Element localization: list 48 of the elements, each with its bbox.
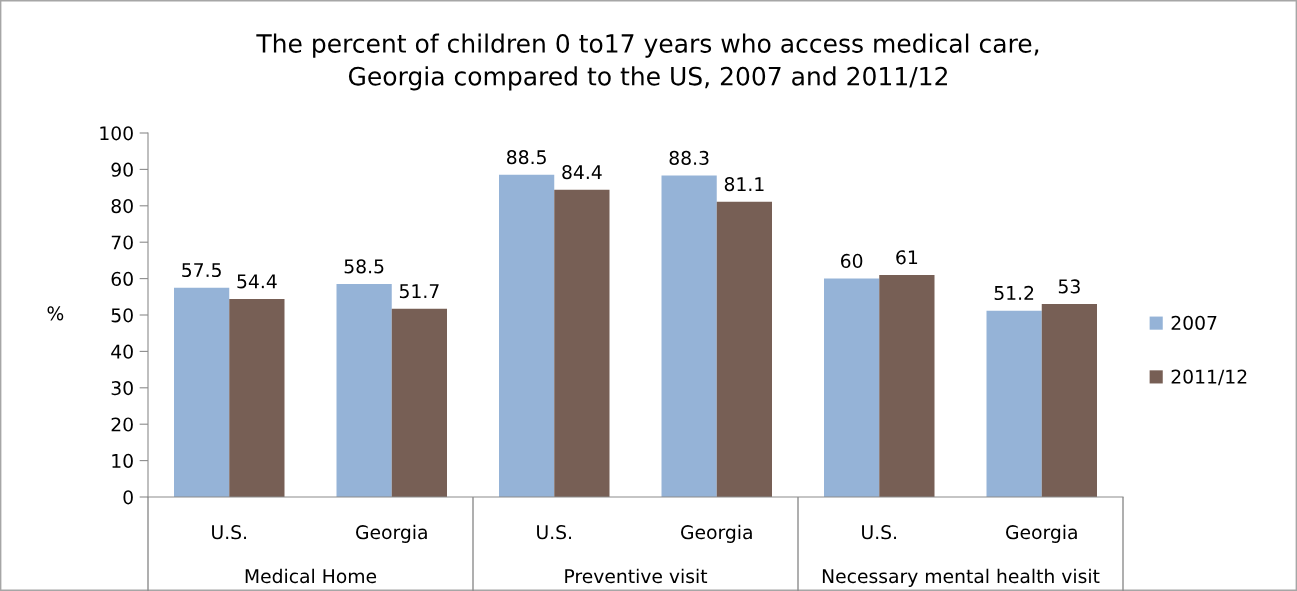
bar [391, 308, 447, 497]
data-label: 61 [896, 250, 918, 265]
bar [879, 274, 935, 497]
y-tick-label: 60 [111, 271, 133, 286]
data-label: 54.4 [237, 274, 277, 289]
data-label: 58.5 [344, 259, 384, 274]
bar [716, 201, 772, 497]
text: Medical Home [245, 568, 377, 584]
y-tick-label: 90 [111, 162, 133, 177]
text: Preventive visit [565, 568, 708, 584]
bar [1041, 304, 1097, 497]
bar [499, 174, 555, 497]
data-label: 51.7 [399, 284, 439, 299]
x-tick-label: Georgia [1006, 524, 1077, 543]
bar [229, 298, 285, 497]
y-tick-label: 0 [123, 490, 133, 505]
x-tick-label: U.S. [862, 525, 896, 540]
data-label: 51.2 [994, 285, 1034, 301]
bar [174, 287, 230, 497]
data-label: 53 [1058, 279, 1080, 294]
y-tick-label: 10 [112, 453, 133, 468]
data-label: 60 [841, 253, 863, 269]
bar [661, 175, 717, 497]
y-tick-label: 40 [111, 344, 133, 359]
y-tick-label: 50 [111, 308, 133, 323]
y-tick-label: 20 [111, 417, 133, 432]
y-tick-label: 30 [111, 381, 133, 396]
y-tick-label: 70 [111, 235, 133, 250]
legend-label: 2007 [1171, 315, 1217, 330]
data-label: 84.4 [562, 165, 602, 180]
x-tick-label: U.S. [537, 525, 571, 540]
data-label: 81.1 [724, 177, 764, 192]
bar [824, 278, 880, 497]
legend-label: 2011/12 [1171, 369, 1247, 386]
x-tick-label: Georgia [681, 524, 752, 543]
bar [986, 310, 1042, 497]
y-axis-title: % [47, 306, 64, 321]
data-label: 88.5 [507, 150, 546, 165]
data-label: 57.5 [182, 263, 221, 278]
y-tick-label: 100 [100, 126, 133, 141]
bar [554, 189, 610, 497]
chart-title: The percent of children 0 to17 years who access medical care, Georgia compared to the US, 2007 and 2011/12 [256, 33, 1039, 91]
x-tick-label: Georgia [356, 524, 427, 543]
text: Necessary mental health visit [822, 568, 1100, 587]
bar [336, 284, 392, 497]
x-tick-label: U.S. [212, 525, 246, 540]
data-label: 88.3 [669, 150, 709, 166]
y-tick-label: 80 [111, 199, 133, 214]
